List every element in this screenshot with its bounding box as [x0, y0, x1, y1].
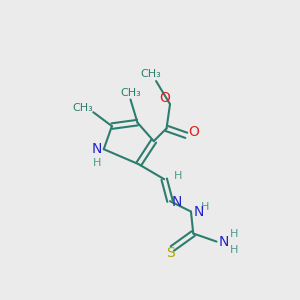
Text: O: O — [159, 91, 170, 105]
Text: O: O — [188, 125, 199, 139]
Text: H: H — [93, 158, 101, 168]
Text: H: H — [201, 202, 209, 212]
Text: CH₃: CH₃ — [73, 103, 93, 112]
Text: N: N — [219, 235, 229, 249]
Text: CH₃: CH₃ — [120, 88, 141, 98]
Text: H: H — [230, 229, 238, 238]
Text: N: N — [92, 142, 102, 156]
Text: S: S — [166, 246, 175, 260]
Text: H: H — [174, 171, 182, 181]
Text: N: N — [172, 195, 182, 209]
Text: N: N — [194, 205, 204, 219]
Text: CH₃: CH₃ — [141, 69, 161, 79]
Text: H: H — [230, 245, 238, 255]
